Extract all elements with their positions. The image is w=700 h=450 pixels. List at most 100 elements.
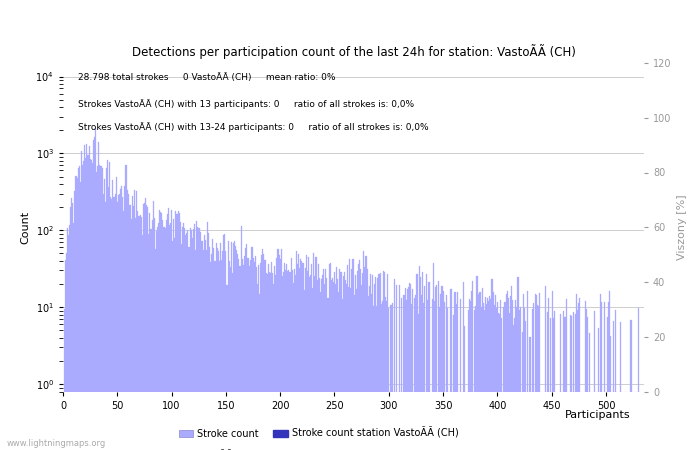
Bar (196, 221, 197, 450)
Bar (222, 251, 223, 450)
Bar (239, 266, 241, 450)
Bar (438, 281, 440, 450)
Text: www.lightningmaps.org: www.lightningmaps.org (7, 439, 106, 448)
Bar (170, 224, 171, 450)
Bar (274, 266, 275, 450)
Bar (223, 235, 224, 450)
Bar (120, 189, 121, 450)
Bar (414, 298, 415, 450)
Bar (510, 296, 511, 450)
Bar (349, 259, 350, 450)
Bar (271, 262, 272, 450)
Bar (299, 268, 300, 450)
Bar (399, 285, 400, 450)
Bar (145, 198, 146, 450)
Bar (306, 255, 307, 450)
Bar (144, 203, 145, 450)
Bar (231, 242, 232, 450)
Bar (107, 160, 108, 450)
Bar (225, 251, 226, 450)
Bar (601, 302, 602, 450)
Bar (262, 248, 263, 450)
Bar (181, 244, 182, 450)
Bar (472, 281, 473, 450)
Bar (265, 273, 267, 450)
Bar (345, 279, 346, 450)
Bar (143, 204, 144, 450)
Bar (320, 292, 321, 450)
Bar (251, 247, 253, 450)
Bar (485, 297, 486, 450)
Bar (560, 314, 561, 450)
Bar (229, 261, 230, 450)
Bar (96, 171, 97, 450)
Bar (282, 276, 283, 450)
Bar (95, 128, 96, 450)
Bar (74, 191, 76, 450)
Bar (358, 264, 359, 450)
Bar (495, 295, 496, 450)
Bar (272, 273, 273, 450)
Bar (615, 310, 616, 450)
Bar (216, 243, 217, 450)
Bar (426, 274, 427, 450)
Bar (373, 306, 374, 450)
Bar (481, 307, 482, 450)
Bar (369, 286, 370, 450)
Bar (260, 262, 261, 450)
Bar (248, 258, 249, 450)
Bar (84, 145, 85, 450)
Bar (460, 299, 461, 450)
Bar (139, 215, 141, 450)
Bar (169, 225, 170, 450)
Bar (421, 295, 422, 450)
Bar (267, 264, 269, 450)
Bar (584, 301, 586, 450)
Bar (106, 168, 107, 450)
Bar (552, 291, 553, 450)
Bar (326, 278, 328, 450)
Bar (359, 261, 360, 450)
Bar (332, 278, 333, 450)
Bar (230, 267, 231, 450)
Bar (360, 269, 361, 450)
Bar (511, 286, 512, 450)
Bar (424, 286, 425, 450)
Bar (276, 258, 277, 450)
Bar (374, 284, 375, 450)
Bar (173, 219, 174, 450)
Bar (514, 318, 515, 450)
Bar (94, 137, 95, 450)
Bar (153, 201, 154, 450)
Bar (418, 314, 419, 450)
Bar (134, 190, 135, 450)
Bar (85, 158, 86, 450)
Bar (545, 286, 546, 450)
Bar (334, 272, 335, 450)
Bar (146, 205, 147, 450)
Bar (578, 303, 580, 450)
Bar (148, 234, 149, 450)
Bar (321, 279, 322, 450)
Bar (362, 273, 363, 450)
Bar (433, 263, 434, 450)
Bar (547, 312, 548, 450)
Bar (245, 248, 246, 450)
Bar (130, 205, 131, 450)
Bar (490, 299, 491, 450)
Bar (214, 261, 216, 450)
Bar (280, 259, 281, 450)
Bar (99, 165, 101, 450)
Bar (217, 248, 218, 450)
Bar (524, 308, 525, 450)
Bar (162, 220, 164, 450)
Bar (296, 252, 297, 450)
Bar (243, 266, 244, 450)
Bar (171, 210, 172, 450)
Bar (503, 307, 505, 450)
Bar (241, 259, 243, 450)
Legend: Stroke ratio station VastoÃÃ (CH): Stroke ratio station VastoÃÃ (CH) (74, 446, 262, 450)
Bar (346, 284, 347, 450)
Bar (564, 317, 566, 450)
Bar (312, 288, 314, 450)
